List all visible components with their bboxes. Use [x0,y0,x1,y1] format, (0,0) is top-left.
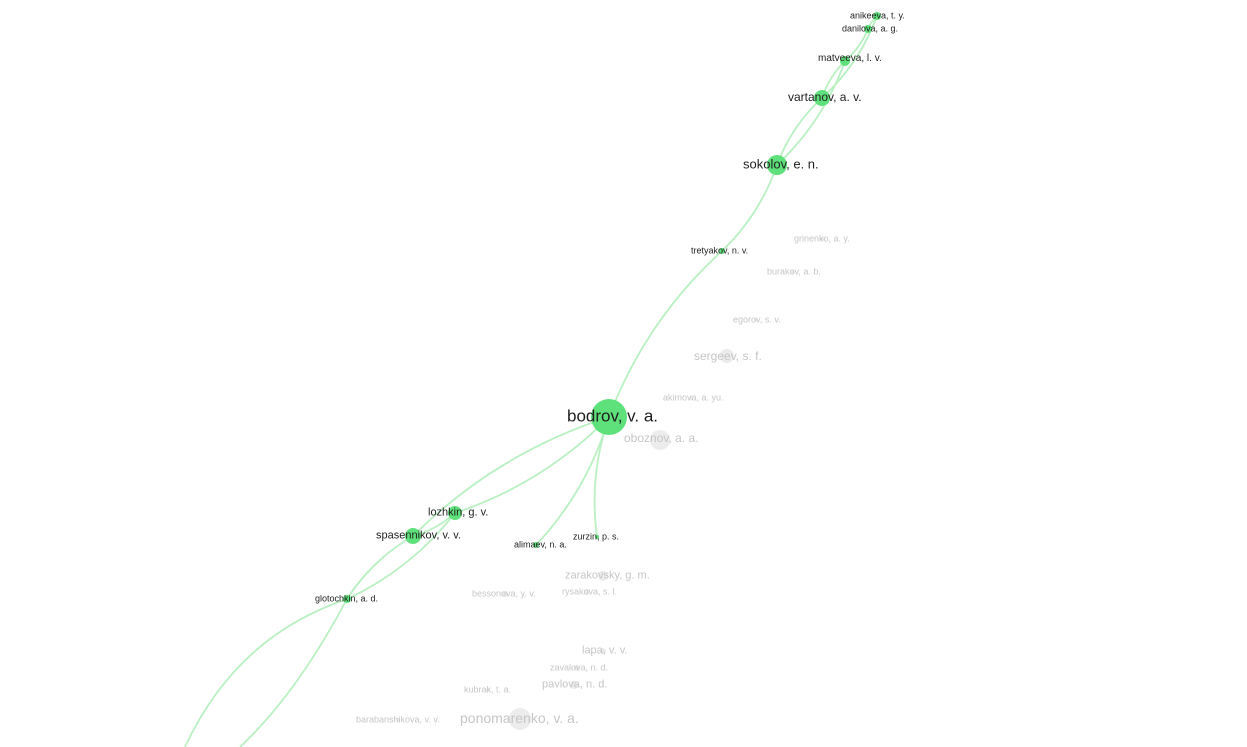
edge-layer [184,15,878,747]
network-edge-bodrov-tretyakov [608,250,723,418]
node-glotochkin[interactable] [343,595,351,603]
node-label-barabanshikova[interactable]: barabanshikova, v. v. [356,714,440,725]
network-edge-bodrov-lozhkin [454,416,610,514]
node-label-pavlova[interactable]: pavlova, n. d. [542,678,608,691]
node-tretyakov[interactable] [719,248,725,254]
node-rysakova[interactable] [584,589,590,595]
node-lozhkin[interactable] [448,506,462,520]
node-egorov[interactable] [754,318,758,322]
network-edge-sokolov-vartanov [776,97,823,166]
node-burakov[interactable] [791,270,795,274]
node-pavlova[interactable] [570,681,578,689]
node-ponomarenko[interactable] [509,708,531,730]
node-label-grinenko[interactable]: grinenko, a. y. [794,233,850,244]
node-lapa[interactable] [600,648,606,654]
node-zavalova[interactable] [574,665,580,671]
network-edge [184,598,348,747]
node-alimaev[interactable] [533,542,539,548]
node-akimova[interactable] [689,396,693,400]
node-label-tretyakov[interactable]: tretyakov, n. v. [691,245,749,256]
network-edge-vartanov-anikeeva [821,15,878,99]
node-label-lozhkin[interactable]: lozhkin, g. v. [428,506,489,519]
node-zarakovsky[interactable] [598,571,608,581]
node-label-alimaev[interactable]: alimaev, n. a. [514,539,567,550]
node-label-burakov[interactable]: burakov, a. b. [767,266,821,277]
node-label-zarakovsky[interactable]: zarakovsky, g. m. [565,569,650,582]
node-grinenko[interactable] [820,237,824,241]
network-edge-tretyakov-sokolov [721,164,778,252]
node-label-vartanov[interactable]: vartanov, a. v. [788,90,862,104]
node-label-danilova[interactable]: danilova, a. g. [842,23,899,34]
node-spasennikov[interactable] [405,528,421,544]
node-label-zurzin[interactable]: zurzin, p. s. [573,531,620,542]
node-label-sergeev[interactable]: sergeev, s. f. [694,349,762,363]
node-label-glotochkin[interactable]: glotochkin, a. d. [315,593,379,604]
node-anikeeva[interactable] [873,12,881,20]
node-label-anikeeva[interactable]: anikeeva, t. y. [850,10,905,21]
network-edge [239,598,348,747]
node-kubrak[interactable] [486,688,490,692]
node-label-lapa[interactable]: lapa, v. v. [582,644,628,657]
node-layer [343,12,881,730]
network-edge-bodrov-spasennikov [412,416,610,537]
node-sokolov[interactable] [767,155,787,175]
network-edge-spasennikov-glotochkin [346,535,414,600]
node-label-oboznov[interactable]: oboznov, a. a. [624,431,699,445]
node-label-bodrov[interactable]: bodrov, v. a. [567,406,659,426]
node-label-bessonova[interactable]: bessonova, y. v. [472,588,536,599]
node-bodrov[interactable] [591,399,627,435]
network-edge-sokolov-matveeva [776,60,846,166]
node-sergeev[interactable] [720,349,734,363]
node-zurzin[interactable] [595,535,599,539]
node-oboznov[interactable] [650,430,670,450]
node-label-egorov[interactable]: egorov, s. v. [733,314,781,325]
node-matveeva[interactable] [840,56,850,66]
network-edge-bodrov-zurzin [593,416,610,538]
node-bessonova[interactable] [502,591,508,597]
node-vartanov[interactable] [814,90,830,106]
node-label-kubrak[interactable]: kubrak, t. a. [464,684,512,695]
node-danilova[interactable] [864,25,872,33]
network-edge-lozhkin-glotochkin [346,512,456,600]
node-label-rysakova[interactable]: rysakova, s. l. [562,586,618,597]
node-label-spasennikov[interactable]: spasennikov, v. v. [376,529,461,542]
node-label-ponomarenko[interactable]: ponomarenko, v. a. [460,710,579,726]
node-label-sokolov[interactable]: sokolov, e. n. [743,156,819,172]
network-edge-bodrov-alimaev [535,416,610,546]
node-label-matveeva[interactable]: matveeva, l. v. [818,53,882,64]
node-barabanshikova[interactable] [396,718,400,722]
node-label-akimova[interactable]: akimova, a. yu. [663,392,724,403]
node-label-zavalova[interactable]: zavalova, n. d. [550,662,609,673]
